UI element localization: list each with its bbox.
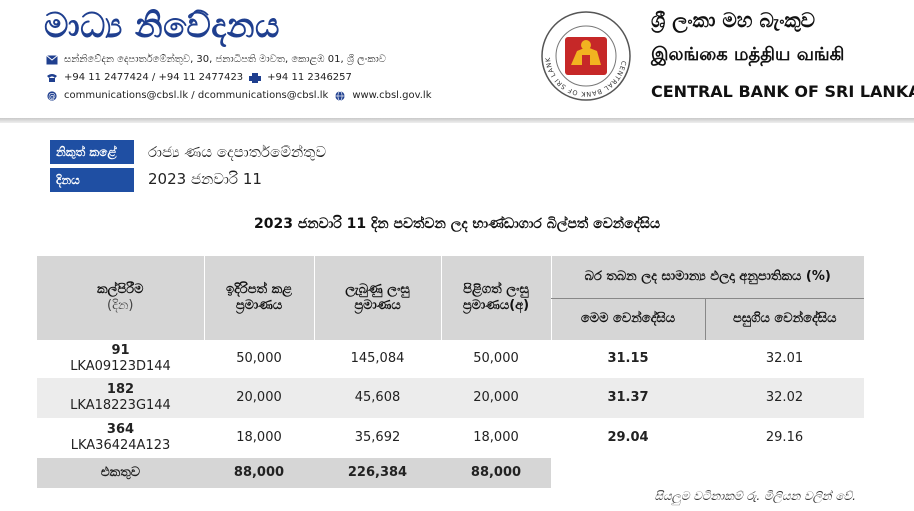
row-received: 45,608	[314, 378, 441, 418]
total-empty-cell	[551, 458, 705, 488]
total-empty-cell	[705, 458, 864, 488]
globe-icon	[335, 90, 345, 101]
row-offered: 50,000	[204, 340, 314, 378]
col-header-accepted: පිළිගත් ලංසු ප්‍රමාණය(අ)	[440, 256, 551, 340]
total-offered: 88,000	[204, 458, 314, 488]
issuer-value: රාජ්‍ය ණය දෙපාර්තමේන්තුව	[148, 143, 327, 161]
fax-icon	[249, 72, 262, 83]
row-isin: LKA09123D144	[70, 359, 171, 374]
col-header-this-auction: මෙම වෙන්දේසිය	[550, 298, 705, 340]
document-title: 2023 ජනවාරි 11 දින පවත්වන ලද භාණ්ඩාගාර බ…	[253, 216, 661, 232]
row-yield-this: 29.04	[551, 418, 705, 458]
footnote: සියලුම වටිනාකම් රු. මිලියන වලින් වේ.	[654, 489, 856, 503]
col-header-yield: බර තබන ලද සාමාන්‍ය ඵලදා අනුපාතිකය (%)	[550, 256, 864, 299]
col-header-maturity: කල්පිරීම (දින)	[37, 256, 204, 340]
cbsl-seal-logo: CENTRAL BANK OF SRI LANKA	[541, 11, 631, 101]
row-received: 35,692	[314, 418, 441, 458]
row-yield-prev: 32.01	[705, 340, 864, 378]
total-label: එකතුව	[37, 458, 204, 488]
press-release-title: මාධ්‍ය නිවේදනය	[44, 6, 280, 46]
email-line: @ communications@cbsl.lk / dcommunicatio…	[46, 90, 432, 101]
issuer-label: නිකුත් කළේ	[50, 140, 134, 164]
total-accepted: 88,000	[441, 458, 551, 488]
row-days: 364	[106, 422, 135, 437]
row-days: 182	[106, 382, 135, 397]
row-offered: 18,000	[204, 418, 314, 458]
row-accepted: 18,000	[441, 418, 551, 458]
row-isin: LKA18223G144	[70, 398, 171, 413]
date-value: 2023 ජනවාරි 11	[148, 170, 262, 188]
row-accepted: 50,000	[441, 340, 551, 378]
col-header-previous-auction: පසුගිය වෙන්දේසිය	[704, 298, 864, 340]
table-row: 364 LKA36424A123 18,000 35,692 18,000 29.…	[37, 418, 864, 458]
fax-text: +94 11 2346257	[267, 72, 352, 83]
date-label: දිනය	[50, 168, 134, 192]
email-text[interactable]: communications@cbsl.lk / dcommunications…	[64, 90, 329, 101]
col-header-received: ලැබුණු ලංසු ප්‍රමාණය	[313, 256, 441, 340]
svg-text:@: @	[48, 91, 56, 100]
row-accepted: 20,000	[441, 378, 551, 418]
phone-icon	[47, 73, 57, 82]
header-divider	[0, 118, 914, 123]
maturity-label: කල්පිරීම	[97, 282, 144, 297]
row-days: 91	[111, 343, 130, 358]
row-offered: 20,000	[204, 378, 314, 418]
auction-results-table: කල්පිරීම (දින) ඉදිරිපත් කළ ප්‍රමාණය ලැබු…	[37, 256, 864, 488]
total-received: 226,384	[314, 458, 441, 488]
maturity-unit: (දින)	[107, 298, 134, 313]
row-isin: LKA36424A123	[70, 438, 171, 453]
table-row: 91 LKA09123D144 50,000 145,084 50,000 31.…	[37, 340, 864, 378]
row-yield-prev: 32.02	[705, 378, 864, 418]
row-yield-this: 31.15	[551, 340, 705, 378]
at-icon: @	[47, 90, 57, 101]
bank-name-sinhala: ශ්‍රී ලංකා මහ බැංකුව	[651, 8, 816, 32]
row-yield-this: 31.37	[551, 378, 705, 418]
row-yield-prev: 29.16	[705, 418, 864, 458]
address-text: සන්නිවේදන දෙපාර්තමේන්තුව, 30, ජනාධිපති ම…	[64, 54, 386, 65]
phone-line: +94 11 2477424 / +94 11 2477423 +94 11 2…	[46, 72, 352, 83]
bank-name-english: CENTRAL BANK OF SRI LANKA	[651, 82, 914, 101]
table-row: 182 LKA18223G144 20,000 45,608 20,000 31.…	[37, 378, 864, 418]
phone-text: +94 11 2477424 / +94 11 2477423	[64, 72, 244, 83]
total-row: එකතුව 88,000 226,384 88,000	[37, 458, 864, 488]
mail-icon	[46, 54, 58, 64]
col-header-offered: ඉදිරිපත් කළ ප්‍රමාණය	[203, 256, 314, 340]
address-line: සන්නිවේදන දෙපාර්තමේන්තුව, 30, ජනාධිපති ම…	[46, 54, 386, 65]
bank-name-tamil: இலங்கை மத்திய வங்கி	[651, 44, 845, 65]
web-link[interactable]: www.cbsl.gov.lk	[352, 90, 432, 101]
row-received: 145,084	[314, 340, 441, 378]
